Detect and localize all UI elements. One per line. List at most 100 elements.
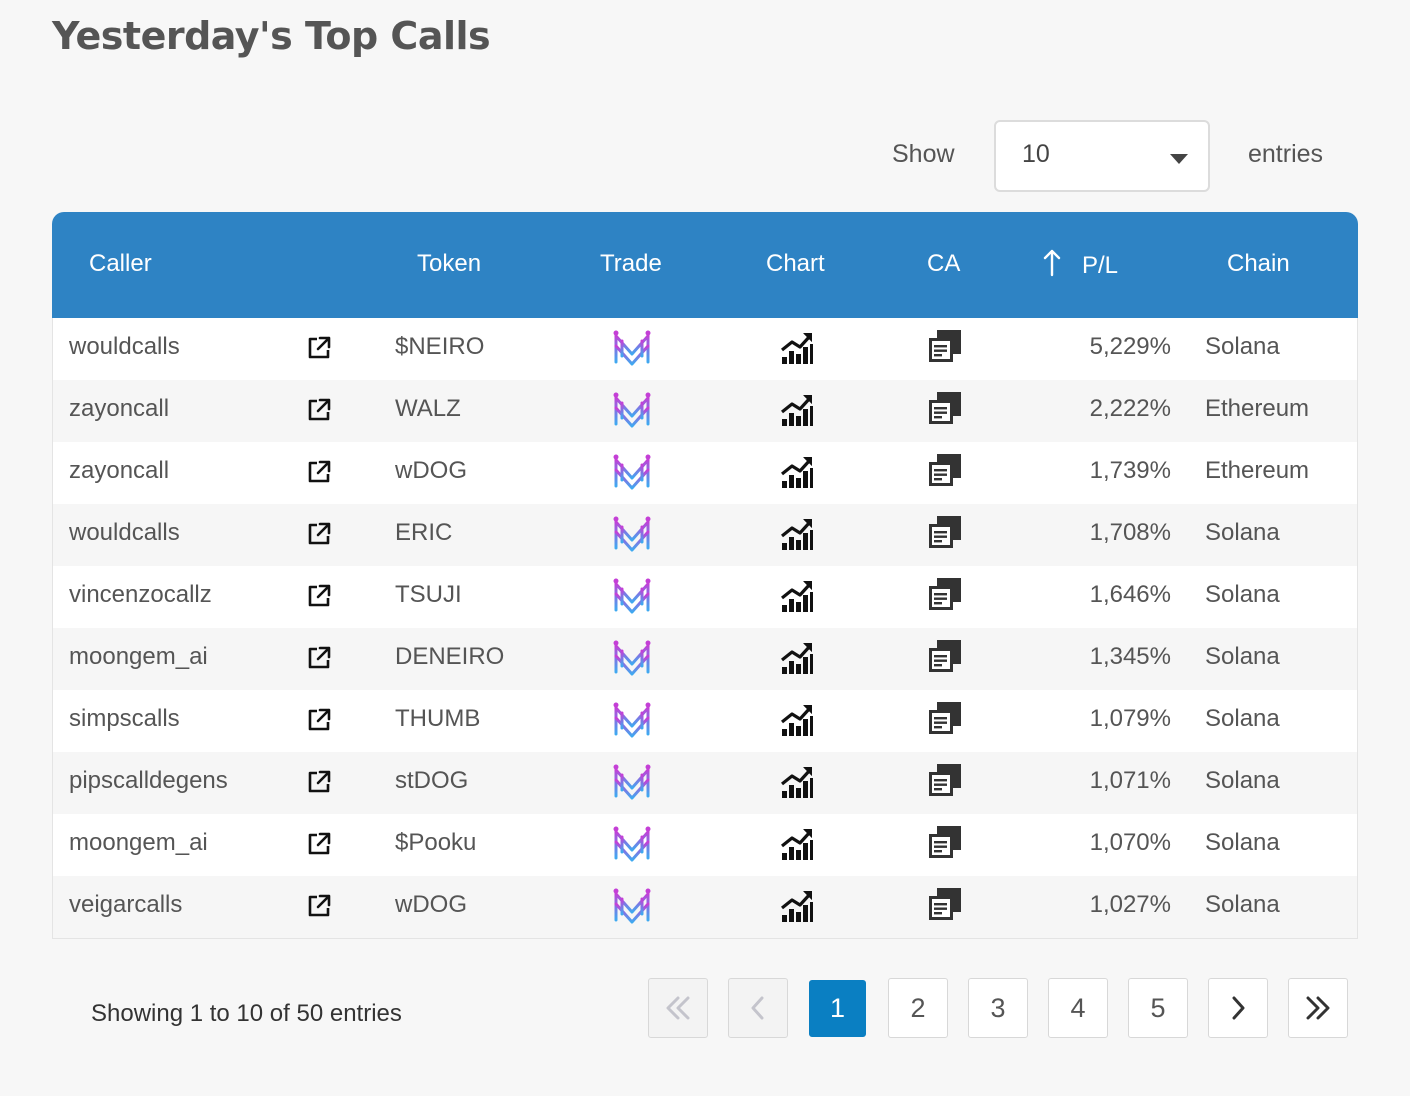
trade-link[interactable]: [611, 390, 653, 435]
caller-link[interactable]: [305, 396, 333, 429]
col-pl[interactable]: P/L: [1082, 252, 1119, 279]
caller-link[interactable]: [305, 520, 333, 553]
copy-ca-button[interactable]: [927, 700, 963, 741]
copy-ca-button[interactable]: [927, 638, 963, 679]
chain-cell: Solana: [1205, 891, 1280, 918]
external-link-icon: [308, 584, 331, 607]
prev-page-button[interactable]: [728, 978, 788, 1038]
trade-logo-icon: [613, 764, 651, 800]
copy-icon: [929, 392, 961, 424]
copy-icon: [929, 826, 961, 858]
copy-icon: [929, 888, 961, 920]
trade-logo-icon: [613, 516, 651, 552]
copy-ca-button[interactable]: [927, 576, 963, 617]
page-button-1[interactable]: 1: [809, 980, 866, 1037]
caller-link[interactable]: [305, 830, 333, 863]
caller-link[interactable]: [305, 892, 333, 925]
next-page-button[interactable]: [1208, 978, 1268, 1038]
col-ca[interactable]: CA: [927, 250, 961, 277]
trade-link[interactable]: [611, 700, 653, 745]
chart-link[interactable]: [779, 826, 815, 867]
col-trade[interactable]: Trade: [600, 250, 662, 277]
page-button-2[interactable]: 2: [888, 978, 948, 1038]
col-token[interactable]: Token: [417, 250, 482, 277]
trade-link[interactable]: [611, 514, 653, 559]
trade-link[interactable]: [611, 762, 653, 807]
external-link-icon: [308, 646, 331, 669]
caller-cell: zayoncall: [69, 395, 170, 422]
copy-ca-button[interactable]: [927, 328, 963, 369]
chart-link[interactable]: [779, 578, 815, 619]
external-link-icon: [308, 894, 331, 917]
pl-cell: 5,229%: [1089, 333, 1171, 360]
chart-icon: [781, 829, 813, 860]
pl-cell: 1,646%: [1089, 581, 1171, 608]
caller-link[interactable]: [305, 644, 333, 677]
copy-ca-button[interactable]: [927, 390, 963, 431]
copy-ca-button[interactable]: [927, 824, 963, 865]
trade-link[interactable]: [611, 824, 653, 869]
trade-link[interactable]: [611, 576, 653, 621]
caller-cell: veigarcalls: [69, 891, 183, 918]
last-page-button[interactable]: [1288, 978, 1348, 1038]
chart-link[interactable]: [779, 516, 815, 557]
external-link-icon: [308, 522, 331, 545]
trade-link[interactable]: [611, 328, 653, 373]
chart-icon: [781, 643, 813, 674]
token-cell: THUMB: [395, 705, 481, 732]
entries-select[interactable]: 10: [994, 120, 1210, 192]
trade-link[interactable]: [611, 452, 653, 497]
caller-link[interactable]: [305, 458, 333, 491]
copy-icon: [929, 516, 961, 548]
chart-link[interactable]: [779, 640, 815, 681]
chart-icon: [781, 333, 813, 364]
chart-icon: [781, 457, 813, 488]
caller-link[interactable]: [305, 706, 333, 739]
col-chain[interactable]: Chain: [1227, 250, 1290, 277]
caller-cell: vincenzocallz: [69, 581, 212, 608]
caller-cell: moongem_ai: [69, 829, 208, 856]
first-page-button[interactable]: [648, 978, 708, 1038]
col-caller[interactable]: Caller: [89, 250, 152, 277]
trade-logo-icon: [613, 454, 651, 490]
chart-icon: [781, 705, 813, 736]
chart-link[interactable]: [779, 702, 815, 743]
chain-cell: Solana: [1205, 581, 1280, 608]
col-chart[interactable]: Chart: [766, 250, 825, 277]
trade-logo-icon: [613, 702, 651, 738]
token-cell: wDOG: [395, 891, 467, 918]
chain-cell: Solana: [1205, 705, 1280, 732]
sort-arrow-up-icon[interactable]: [1040, 248, 1064, 278]
table-row: simpscalls THUMB 1,079% Solana: [53, 690, 1357, 752]
chart-link[interactable]: [779, 888, 815, 929]
chart-link[interactable]: [779, 392, 815, 433]
copy-ca-button[interactable]: [927, 762, 963, 803]
caller-link[interactable]: [305, 334, 333, 367]
page-button-3[interactable]: 3: [968, 978, 1028, 1038]
chart-link[interactable]: [779, 330, 815, 371]
caller-link[interactable]: [305, 768, 333, 801]
copy-ca-button[interactable]: [927, 452, 963, 493]
pl-cell: 1,739%: [1089, 457, 1171, 484]
trade-logo-icon: [613, 330, 651, 366]
chart-link[interactable]: [779, 454, 815, 495]
trade-link[interactable]: [611, 638, 653, 683]
external-link-icon: [308, 770, 331, 793]
table-info: Showing 1 to 10 of 50 entries: [91, 1000, 402, 1027]
token-cell: WALZ: [395, 395, 461, 422]
token-cell: $NEIRO: [395, 333, 485, 360]
chain-cell: Ethereum: [1205, 395, 1310, 422]
external-link-icon: [308, 832, 331, 855]
copy-ca-button[interactable]: [927, 886, 963, 927]
chart-link[interactable]: [779, 764, 815, 805]
copy-icon: [929, 330, 961, 362]
copy-ca-button[interactable]: [927, 514, 963, 555]
page-button-5[interactable]: 5: [1128, 978, 1188, 1038]
trade-link[interactable]: [611, 886, 653, 931]
caller-link[interactable]: [305, 582, 333, 615]
chart-icon: [781, 767, 813, 798]
table-row: vincenzocallz TSUJI 1,646% Solana: [53, 566, 1357, 628]
double-chevron-left-icon: [666, 996, 690, 1020]
page-button-4[interactable]: 4: [1048, 978, 1108, 1038]
trade-logo-icon: [613, 578, 651, 614]
